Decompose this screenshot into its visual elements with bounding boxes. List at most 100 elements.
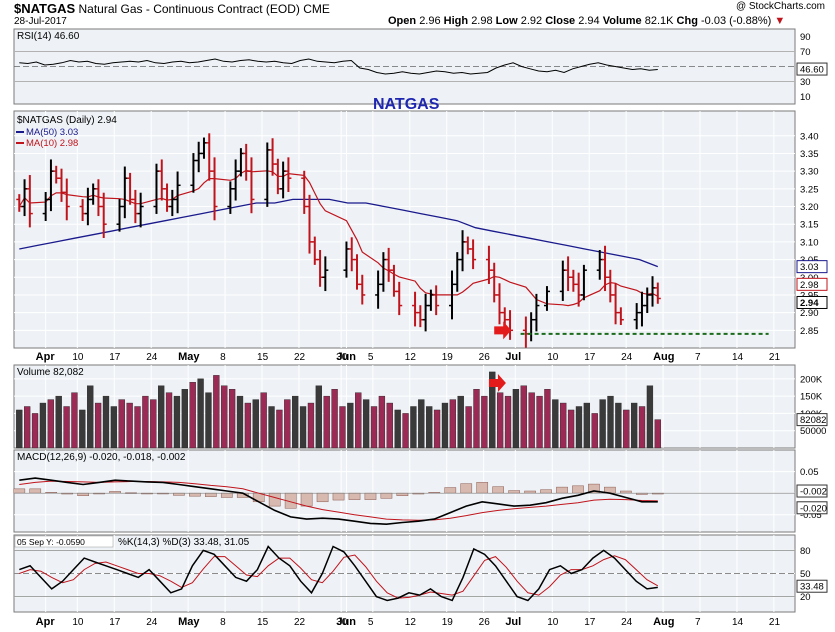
price-y-tick-5: 3.15 — [800, 220, 819, 231]
price-x-label-6: 15 — [257, 352, 269, 363]
volume-bar — [24, 406, 31, 449]
price-label-0: 3.03 — [800, 262, 819, 273]
macd-histogram-bar — [492, 486, 505, 494]
volume-bar — [567, 409, 575, 449]
volume-bar — [47, 399, 54, 449]
volume-value: 82.1K — [644, 15, 674, 27]
price-label-2: 2.94 — [800, 298, 819, 309]
macd-histogram-bar — [556, 486, 568, 494]
volume-bar — [126, 402, 133, 449]
volume-bar — [260, 392, 267, 449]
stoch-k-line — [19, 545, 658, 602]
volume-bar — [560, 402, 567, 449]
volume-bar — [646, 385, 654, 449]
volume-y-tick-1: 150K — [800, 392, 823, 403]
rsi-last-value: 46.60 — [800, 65, 824, 76]
bottom-x-label-6: 15 — [257, 617, 269, 628]
bottom-x-label-20: 14 — [732, 617, 744, 628]
macd-histogram-bar — [77, 492, 89, 496]
exchange-label: CME — [303, 2, 330, 16]
macd-histogram-bar — [572, 485, 584, 494]
bottom-x-label-10: 5 — [368, 617, 374, 628]
price-panel — [13, 110, 796, 349]
stoch-y-tick-1: 50 — [800, 569, 811, 580]
stoch-date-tag-box — [14, 535, 114, 548]
ohlc-summary: Open 2.96 High 2.98 Low 2.92 Close 2.94 … — [388, 15, 785, 27]
volume-bar — [410, 406, 417, 449]
volume-bar — [481, 395, 488, 449]
description-label: Natural Gas - Continuous Contract (EOD) — [78, 2, 300, 16]
volume-bar — [362, 399, 370, 449]
price-x-label-17: 24 — [621, 352, 633, 363]
volume-bar — [638, 406, 646, 449]
volume-bar — [292, 395, 299, 449]
rsi-y-tick-3: 30 — [800, 77, 811, 88]
macd-label-0: -0.002 — [800, 487, 827, 498]
price-x-label-5: 8 — [220, 352, 226, 363]
volume-bar — [386, 402, 393, 449]
open-value: 2.96 — [419, 15, 441, 27]
volume-bar — [457, 395, 464, 449]
rsi-y-tick-0: 90 — [800, 32, 811, 43]
macd-label-1-box — [796, 501, 828, 515]
volume-bar — [165, 392, 173, 449]
volume-bar — [433, 409, 441, 449]
macd-histogram-bar — [204, 492, 217, 497]
volume-bar — [63, 406, 70, 449]
price-x-label-10: 5 — [368, 352, 374, 363]
price-y-tick-1: 3.35 — [800, 149, 819, 160]
macd-histogram-bar — [332, 492, 345, 501]
price-x-label-1: 10 — [72, 352, 84, 363]
price-x-label-2: 17 — [109, 352, 121, 363]
macd-label-1: -0.020 — [800, 503, 827, 514]
price-x-label-4: May — [178, 351, 200, 363]
open-label: Open — [388, 15, 417, 27]
macd-histogram-bar — [380, 492, 393, 499]
volume-bar — [347, 402, 354, 449]
bottom-x-label-19: 7 — [695, 617, 701, 628]
volume-bar — [591, 413, 598, 449]
stoch-last-value: 33.48 — [800, 582, 824, 593]
volume-bar — [221, 385, 228, 449]
volume-bar — [197, 378, 204, 449]
bottom-x-label-18: Aug — [653, 616, 674, 628]
price-x-label-21: 21 — [769, 352, 781, 363]
macd-histogram-bar — [173, 492, 185, 496]
macd-histogram-bar — [396, 492, 409, 496]
bottom-x-label-11: 12 — [405, 617, 417, 628]
stoch-y-tick-0: 80 — [800, 546, 811, 557]
macd-title: MACD(12,26,9) -0.020, -0.018, -0.002 — [17, 452, 186, 463]
volume-bar — [276, 409, 283, 449]
macd-panel — [13, 449, 796, 533]
price-y-tick-9: 2.95 — [800, 290, 819, 301]
ma50-line — [19, 198, 659, 268]
macd-histogram-bar — [348, 492, 361, 500]
price-y-tick-2: 3.30 — [800, 167, 819, 178]
volume-bar — [654, 419, 661, 449]
price-x-label-20: 14 — [732, 352, 744, 363]
volume-bar — [599, 399, 606, 449]
stoch-last-value-box — [796, 579, 828, 593]
bottom-x-label-17: 24 — [621, 617, 633, 628]
price-y-tick-4: 3.20 — [800, 202, 819, 213]
volume-bar — [473, 389, 480, 449]
down-triangle-icon: ▼ — [774, 15, 786, 27]
volume-y-tick-0: 200K — [800, 374, 823, 385]
low-value: 2.92 — [520, 15, 543, 27]
price-x-label-8: 30 — [336, 352, 348, 363]
volume-bar — [378, 395, 386, 449]
volume-bar — [370, 406, 378, 449]
volume-bar — [607, 395, 614, 449]
volume-label: Volume — [602, 15, 642, 27]
price-x-label-14: Jul — [505, 351, 521, 363]
bottom-x-label-13: 26 — [479, 617, 491, 628]
volume-bar — [71, 392, 78, 449]
macd-line — [19, 477, 658, 526]
volume-bar — [55, 395, 62, 449]
volume-last-value-box — [796, 413, 828, 427]
volume-bar — [418, 399, 425, 449]
chart-header-title: $NATGAS Natural Gas - Continuous Contrac… — [14, 1, 330, 16]
bottom-x-label-15: 10 — [547, 617, 559, 628]
